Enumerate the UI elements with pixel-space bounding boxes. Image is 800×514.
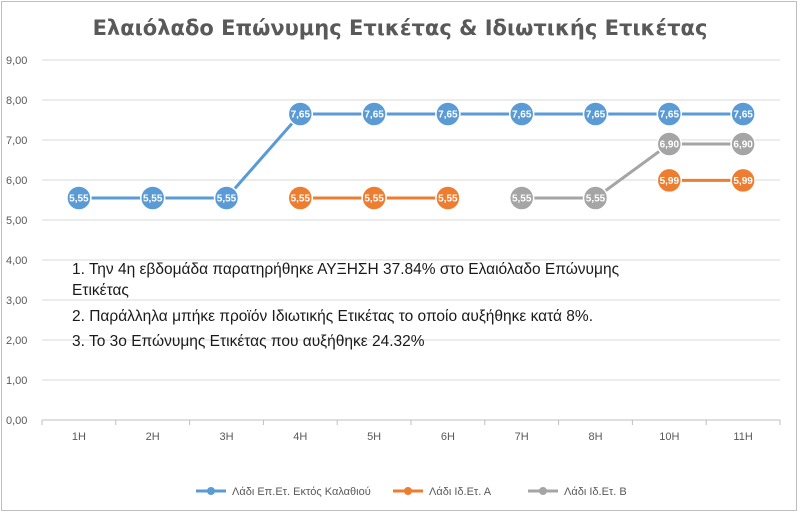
- y-tick-label: 2,00: [6, 335, 27, 347]
- y-tick-label: 4,00: [6, 255, 27, 267]
- data-point: [287, 185, 314, 211]
- data-point: [730, 101, 756, 127]
- x-tick-label: 11Η: [733, 431, 752, 443]
- y-tick-label: 7,00: [6, 135, 27, 147]
- x-axis-ticks: 1Η 2Η 3Η 4Η 5Η 6Η 7Η 8Η 10Η 11Η: [72, 431, 753, 443]
- x-tick-label: 5Η: [367, 431, 381, 443]
- y-tick-label: 0,00: [6, 415, 27, 427]
- data-point: [66, 185, 92, 211]
- data-point: [582, 185, 609, 211]
- data-label: 5,55: [217, 194, 237, 205]
- annotation-text: 1. Την 4η εβδομάδα παρατηρήθηκε ΑΥΞΗΣΗ 3…: [72, 261, 619, 350]
- data-point: [582, 101, 609, 127]
- data-label: 5,55: [586, 194, 606, 205]
- annotation-line-1: 1. Την 4η εβδομάδα παρατηρήθηκε ΑΥΞΗΣΗ 3…: [72, 261, 619, 278]
- chart-title: Ελαιόλαδο Επώνυμης Ετικέτας & Ιδιωτικής …: [93, 16, 708, 40]
- x-tick-label: 10Η: [659, 431, 679, 443]
- y-axis-ticks: 0,00 1,00 2,00 3,00 4,00 5,00 6,00 7,00 8,00 9,00: [6, 55, 27, 427]
- data-points: 5,55 5,55 5,55 7,65 7,65 7,65 7,65 7,65 7,65 7,65…: [66, 101, 756, 211]
- legend-label: Λάδι Ιδ.Ετ. Α: [429, 486, 492, 498]
- data-label: 5,55: [438, 194, 458, 205]
- legend-swatch-marker: [539, 487, 547, 495]
- data-label: 5,55: [291, 194, 311, 205]
- y-tick-label: 1,00: [6, 375, 27, 387]
- x-tick-label: 4Η: [293, 431, 307, 443]
- data-label: 5,55: [69, 194, 89, 205]
- data-label: 5,99: [660, 176, 680, 187]
- data-label: 7,65: [364, 110, 384, 121]
- annotation-line-4: 3. Το 3ο Επώνυμης Ετικέτας που αυξήθηκε …: [72, 333, 425, 350]
- data-label: 6,90: [733, 140, 753, 151]
- data-point: [287, 101, 314, 127]
- y-tick-label: 8,00: [6, 95, 27, 107]
- legend-label: Λάδι Ιδ.Ετ. Β: [564, 486, 627, 498]
- y-tick-label: 6,00: [6, 175, 27, 187]
- legend-swatch-marker: [404, 487, 412, 495]
- legend-swatch-marker: [207, 487, 215, 495]
- series-line: [78, 112, 744, 200]
- series-line: [521, 142, 744, 200]
- y-tick-label: 9,00: [6, 55, 27, 67]
- data-point: [435, 185, 461, 211]
- data-point: [508, 185, 535, 211]
- data-label: 6,90: [660, 140, 680, 151]
- data-point: [139, 185, 166, 211]
- data-point: [435, 101, 461, 127]
- x-tick-label: 6Η: [441, 431, 455, 443]
- data-label: 7,65: [660, 110, 680, 121]
- annotation-line-3: 2. Παράλληλα μπήκε προϊόν Ιδιωτικής Ετικ…: [72, 308, 593, 325]
- data-label: 7,65: [733, 110, 753, 121]
- x-tick-label: 8Η: [588, 431, 602, 443]
- data-point: [730, 131, 756, 157]
- series-lines: [78, 112, 744, 200]
- data-label: 7,65: [438, 110, 458, 121]
- x-tick-label: 7Η: [515, 431, 529, 443]
- data-point: [656, 131, 683, 157]
- legend-label: Λάδι Επ.Ετ. Εκτός Καλαθιού: [232, 486, 371, 498]
- data-point: [361, 101, 387, 127]
- data-label: 7,65: [586, 110, 606, 121]
- annotation-line-2: Ετικέτας: [72, 282, 129, 299]
- data-point: [508, 101, 535, 127]
- data-label: 5,99: [733, 176, 753, 187]
- data-point: [656, 101, 683, 127]
- x-tick-label: 2Η: [146, 431, 160, 443]
- data-point: [656, 167, 683, 194]
- y-tick-label: 5,00: [6, 215, 27, 227]
- y-tick-label: 3,00: [6, 295, 27, 307]
- x-tick-label: 3Η: [219, 431, 233, 443]
- data-label: 7,65: [291, 110, 311, 121]
- legend: Λάδι Επ.Ετ. Εκτός Καλαθιού Λάδι Ιδ.Ετ. Α Λ…: [196, 486, 627, 498]
- data-label: 5,55: [143, 194, 163, 205]
- data-label: 5,55: [512, 194, 532, 205]
- data-point: [361, 185, 387, 211]
- data-point: [213, 185, 240, 211]
- data-label: 7,65: [512, 110, 532, 121]
- data-label: 5,55: [364, 194, 384, 205]
- x-tick-label: 1Η: [72, 431, 86, 443]
- data-point: [730, 167, 756, 194]
